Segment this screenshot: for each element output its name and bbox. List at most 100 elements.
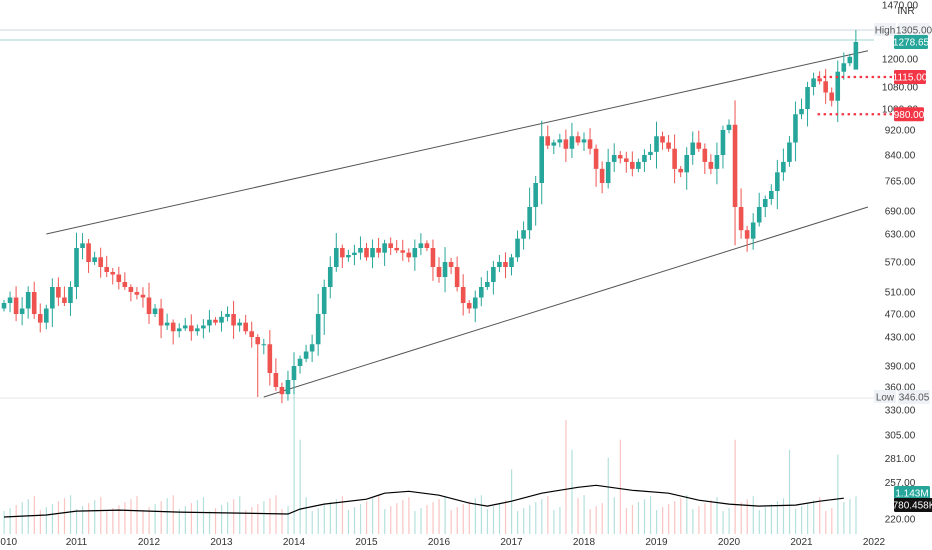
- volume-bar: [142, 510, 144, 534]
- volume-bar: [402, 500, 404, 534]
- volume-bar: [589, 509, 591, 534]
- volume-bar: [583, 495, 585, 534]
- candle-body: [732, 124, 738, 207]
- candle-body: [140, 294, 146, 298]
- volume-bar: [456, 507, 458, 534]
- price-tick-label: 765.00: [885, 177, 916, 188]
- last-price-badge: 1278.65: [893, 35, 930, 49]
- candle-body: [630, 161, 635, 169]
- candle-body: [279, 387, 285, 395]
- candle-body: [225, 314, 230, 317]
- candle-body: [454, 267, 460, 287]
- badge-text: 1278.65: [893, 38, 930, 49]
- candle-body: [605, 161, 611, 183]
- year-tick-label: 2022: [863, 537, 886, 548]
- candle-body: [122, 282, 128, 287]
- candle-body: [587, 139, 593, 149]
- badge-prefix-bg: [874, 390, 896, 403]
- volume-bar: [710, 500, 712, 534]
- year-tick-label: 2017: [500, 537, 523, 548]
- volume-bar: [359, 504, 362, 534]
- candle-body: [442, 262, 448, 277]
- badge-text: 980.00: [894, 110, 925, 121]
- candle-body: [756, 207, 762, 223]
- candle-body: [346, 255, 351, 258]
- candle-body: [448, 262, 454, 267]
- candle-body: [37, 314, 43, 323]
- candle-body: [195, 328, 200, 332]
- candle-body: [249, 331, 255, 337]
- badge-bg: [898, 23, 930, 37]
- candle-body: [68, 287, 73, 303]
- volume-bar: [221, 505, 223, 534]
- year-tick-label: 2019: [645, 537, 668, 548]
- volume-bar: [27, 499, 29, 534]
- candle-body: [333, 248, 339, 267]
- volume-bar: [716, 497, 718, 534]
- candle-body: [744, 230, 750, 239]
- candle-body: [80, 243, 85, 248]
- volume-bar: [414, 511, 416, 534]
- candle-body: [152, 308, 158, 314]
- candle-body: [394, 248, 400, 251]
- candle-body: [768, 191, 774, 199]
- candle-body: [702, 148, 708, 162]
- volume-bar: [106, 511, 108, 534]
- price-tick-label: 1080.00: [882, 83, 919, 94]
- candle-body: [267, 344, 273, 373]
- price-tick-label: 840.00: [885, 151, 916, 162]
- volume-bar: [112, 508, 114, 534]
- candle-body: [847, 56, 853, 64]
- year-tick-label: 2012: [138, 537, 161, 548]
- badge-bg: [898, 390, 930, 404]
- volume-bar: [76, 509, 78, 534]
- price-candles: [1, 30, 859, 404]
- candle-body: [611, 155, 617, 162]
- candle-body: [412, 248, 418, 258]
- volume-bar: [69, 495, 72, 534]
- year-tick-label: 2013: [210, 537, 233, 548]
- volume-tick-label: 330.00: [885, 406, 916, 417]
- year-tick-label: 2018: [573, 537, 596, 548]
- volume-bar: [631, 505, 634, 534]
- candle-body: [400, 250, 406, 253]
- volume-bar: [214, 508, 217, 534]
- candle-body: [358, 248, 363, 253]
- volume-bar: [474, 498, 476, 534]
- volume-bar: [396, 503, 398, 534]
- volume-bar: [559, 507, 561, 534]
- grid-lines: [0, 29, 874, 399]
- volume-tick-label: 257.00: [885, 478, 916, 489]
- candle-body: [672, 148, 677, 169]
- volume-bar: [788, 449, 791, 534]
- badge-text: 1115.00: [893, 73, 928, 84]
- trendline-upper: [46, 50, 869, 235]
- candle-body: [364, 248, 369, 258]
- price-tick-label: 470.00: [885, 310, 916, 321]
- candle-body: [13, 297, 19, 314]
- volume-bars: [3, 395, 857, 534]
- badge-prefix-bg: [874, 23, 896, 36]
- candle-body: [793, 114, 798, 143]
- volume-bar: [438, 499, 440, 534]
- volume-bar: [450, 510, 452, 534]
- candle-body: [128, 287, 134, 292]
- price-tick-label: 570.00: [885, 258, 916, 269]
- candle-body: [56, 287, 61, 298]
- candle-body: [696, 142, 702, 149]
- currency-label: INR: [897, 6, 914, 17]
- volume-tick-label: 305.00: [885, 430, 916, 441]
- volume-bar: [45, 507, 47, 534]
- candle-body: [116, 274, 122, 282]
- volume-bar: [535, 502, 537, 534]
- volume-bar: [94, 500, 96, 534]
- volume-bar: [426, 505, 428, 534]
- candle-body: [219, 316, 224, 323]
- volume-bar: [468, 501, 470, 534]
- badge-bg: [894, 35, 928, 49]
- volume-bar: [341, 496, 344, 534]
- candle-body: [726, 124, 732, 130]
- volume-bar: [565, 419, 567, 534]
- volume-bar: [674, 501, 676, 534]
